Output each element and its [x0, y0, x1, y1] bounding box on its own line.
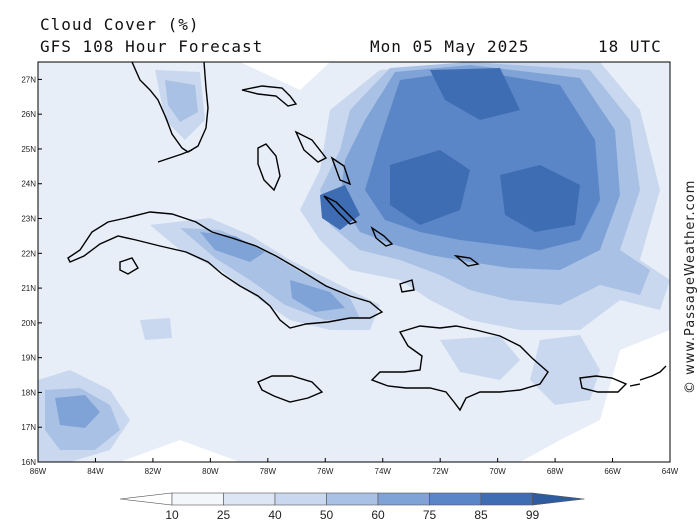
cloud-region [200, 232, 265, 262]
longitude-tick-label: 66W [604, 467, 621, 476]
grand-bahama [241, 85, 298, 107]
puerto-rico-coastline [579, 375, 628, 393]
lesser-antilles [639, 365, 667, 381]
latitude-tick-label: 27N [21, 75, 36, 84]
longitude-tick-label: 78W [260, 467, 277, 476]
longitude-tick-label: 84W [87, 467, 104, 476]
longitude-tick-label: 80W [202, 467, 219, 476]
cloud-region [390, 150, 470, 225]
colorbar-segment [429, 492, 482, 506]
colorbar-label: 85 [474, 508, 488, 522]
virgin-islands [629, 383, 641, 387]
forecast-model-line: GFS 108 Hour Forecast [40, 37, 264, 56]
colorbar-label: 25 [217, 508, 231, 522]
bahamas-andros [257, 143, 281, 192]
cloud-region [440, 336, 520, 380]
bahamas-eleuthera [330, 156, 352, 186]
cloud-layer-85 [320, 68, 580, 232]
colorbar-label: 50 [320, 508, 334, 522]
bahamas-long-island [370, 226, 394, 247]
latitude-tick-label: 23N [21, 215, 36, 224]
colorbar-segment [223, 492, 276, 506]
colorbar-segment [274, 492, 327, 506]
longitude-tick-label: 68W [547, 467, 564, 476]
colorbar-label: 99 [526, 508, 540, 522]
colorbar-segment [532, 492, 585, 506]
latitude-tick-label: 22N [21, 249, 36, 258]
colorbar-label: 75 [423, 508, 437, 522]
credit-text: © www.PassageWeather.com [683, 180, 698, 394]
inagua [399, 279, 415, 293]
cloud-region [140, 318, 172, 340]
cloud-region [430, 68, 520, 120]
colorbar-segment [119, 492, 173, 506]
cloud-region [290, 280, 345, 312]
latitude-axis: 16N 17N 18N 19N 20N 21N 22N 23N 24N 25N 26N 27N [21, 75, 42, 467]
colorbar-segment [377, 492, 430, 506]
cloud-layers [38, 62, 670, 462]
longitude-tick-label: 74W [375, 467, 392, 476]
latitude-tick-label: 24N [21, 180, 36, 189]
bahamas-exuma [323, 195, 358, 225]
colorbar-label: 60 [371, 508, 385, 522]
latitude-tick-label: 18N [21, 388, 36, 397]
longitude-tick-label: 72W [432, 467, 449, 476]
forecast-time: 18 UTC [598, 37, 662, 56]
hispaniola-coastline [370, 325, 549, 412]
latitude-tick-label: 25N [21, 145, 36, 154]
longitude-axis: 86W 84W 82W 80W 78W 76W 74W 72W 70W 68W 66W 64W [30, 458, 679, 476]
latitude-tick-label: 21N [21, 284, 36, 293]
longitude-tick-label: 76W [317, 467, 334, 476]
coastlines [67, 62, 667, 412]
colorbar-segment [171, 492, 224, 506]
forecast-date: Mon 05 May 2025 [370, 37, 530, 56]
turks-caicos [453, 254, 480, 267]
jamaica-coastline [257, 375, 324, 403]
longitude-tick-label: 86W [30, 467, 47, 476]
cloud-region [165, 80, 198, 122]
cloud-region [55, 395, 100, 428]
latitude-tick-label: 17N [21, 423, 36, 432]
latitude-tick-label: 16N [21, 458, 36, 467]
longitude-tick-label: 70W [489, 467, 506, 476]
colorbar-segment [326, 492, 379, 506]
longitude-tick-label: 82W [145, 467, 162, 476]
florida-keys [157, 149, 193, 163]
map-title: Cloud Cover (%) [40, 15, 200, 34]
florida-coastline [131, 62, 209, 153]
cloud-region [500, 165, 580, 232]
latitude-tick-label: 20N [21, 319, 36, 328]
colorbar-label: 40 [268, 508, 282, 522]
latitude-tick-label: 26N [21, 110, 36, 119]
cloud-region [320, 185, 360, 230]
colorbar-segment [480, 492, 533, 506]
colorbar-label: 10 [165, 508, 179, 522]
latitude-tick-label: 19N [21, 354, 36, 363]
colorbar: 10 25 40 50 60 75 85 99 [119, 492, 585, 522]
isla-de-la-juventud [119, 257, 139, 275]
map-frame [37, 61, 671, 463]
longitude-tick-label: 64W [662, 467, 679, 476]
cuba-coastline [67, 211, 384, 329]
bahamas-abaco [294, 130, 328, 163]
